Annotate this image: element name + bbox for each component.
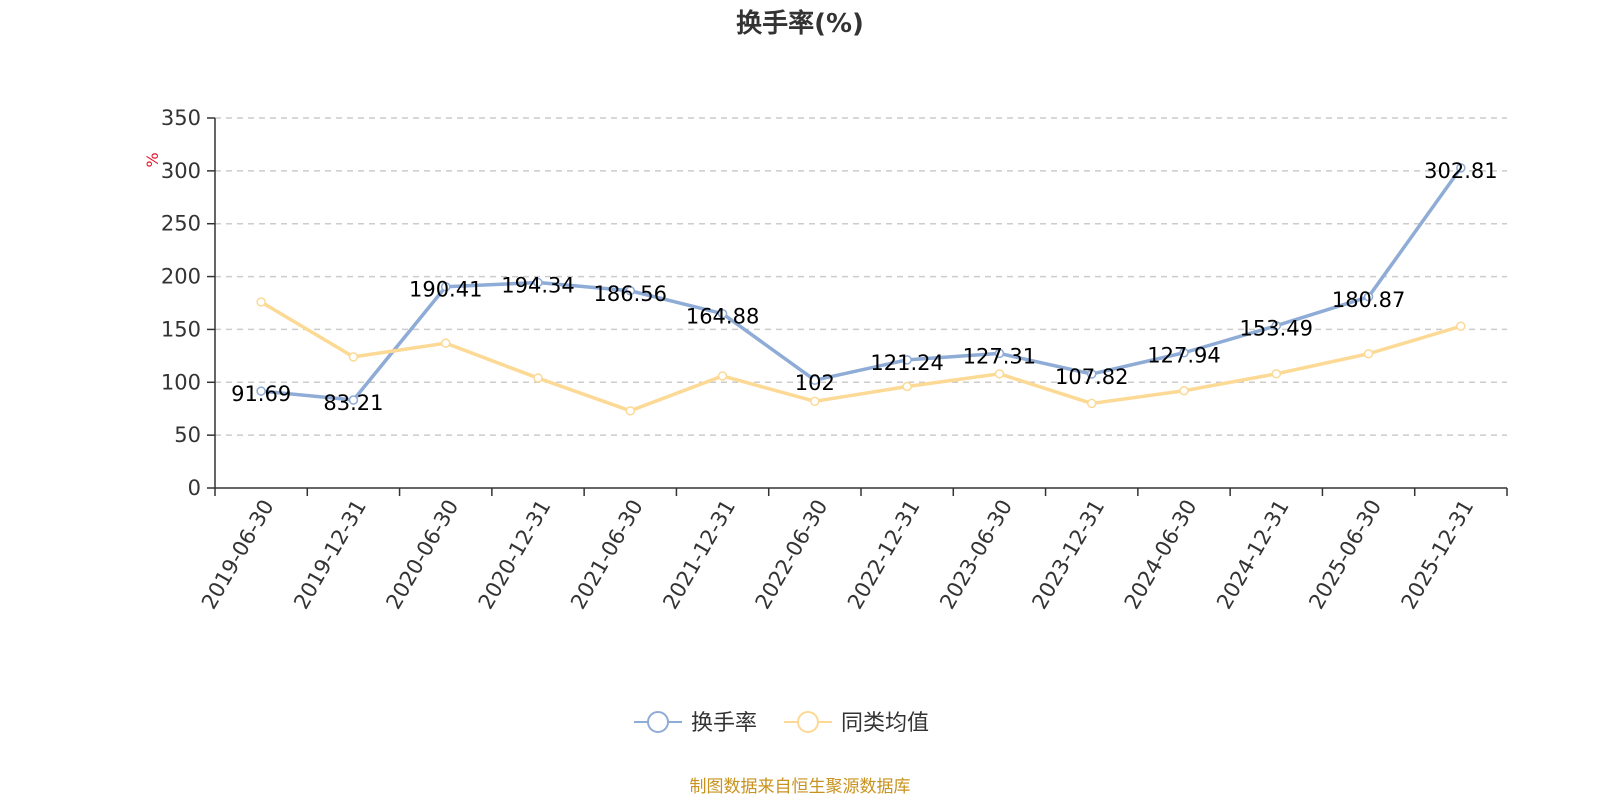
data-labels: 91.69 83.21 190.41 194.34 186.56 164.88 102 121… bbox=[231, 159, 1498, 415]
series-1-point bbox=[902, 355, 912, 365]
series-1-point bbox=[994, 348, 1005, 359]
x-tick-label: 2020-06-30 bbox=[381, 496, 463, 614]
series-2-point bbox=[1456, 321, 1466, 332]
series-2-point bbox=[1179, 385, 1189, 396]
series-2-point bbox=[1086, 398, 1097, 409]
x-tick-label: 2020-12-31 bbox=[474, 496, 556, 614]
x-tick-label: 2023-06-30 bbox=[935, 496, 1017, 614]
x-tick-label: 2024-12-31 bbox=[1212, 496, 1294, 614]
series-1-point bbox=[717, 308, 728, 319]
legend-label: 同类均值 bbox=[841, 711, 929, 736]
data-label: 83.21 bbox=[323, 391, 383, 415]
series-1-point bbox=[533, 277, 543, 288]
x-tick-label: 2025-12-31 bbox=[1397, 496, 1479, 614]
y-tick-label: 300 bbox=[161, 159, 201, 183]
series-2-point bbox=[348, 352, 359, 362]
data-label: 127.31 bbox=[963, 344, 1036, 368]
y-tick-label: 200 bbox=[161, 265, 201, 289]
series-2-point bbox=[440, 338, 451, 348]
x-tick-label: 2019-06-30 bbox=[197, 496, 279, 614]
data-label: 127.94 bbox=[1147, 344, 1220, 368]
legend-item-2[interactable]: 同类均值 bbox=[784, 711, 929, 736]
y-tick-label: 0 bbox=[188, 476, 201, 500]
series-2-point bbox=[625, 406, 636, 416]
series-1-point bbox=[1271, 320, 1282, 331]
data-label: 107.82 bbox=[1055, 365, 1128, 389]
legend-marker bbox=[647, 711, 669, 733]
x-tick-label: 2019-12-31 bbox=[289, 496, 371, 614]
series-2-point bbox=[256, 297, 266, 307]
series-1-point bbox=[440, 281, 451, 292]
data-label: 153.49 bbox=[1240, 317, 1313, 341]
y-tick-label: 50 bbox=[174, 423, 201, 447]
x-tick-label: 2022-06-30 bbox=[751, 496, 833, 614]
x-tick-label: 2023-12-31 bbox=[1027, 496, 1109, 614]
data-label: 302.81 bbox=[1424, 159, 1497, 183]
series-line-2 bbox=[259, 300, 1463, 413]
series-2-point bbox=[994, 369, 1005, 379]
y-axis-unit-label: % bbox=[143, 152, 162, 167]
x-tick-label: 2021-12-31 bbox=[658, 496, 740, 614]
x-tick-label: 2024-06-30 bbox=[1120, 496, 1202, 614]
series-2-point bbox=[902, 381, 912, 392]
data-label: 194.34 bbox=[501, 274, 574, 298]
y-tick-label: 250 bbox=[161, 212, 201, 236]
legend-label: 换手率 bbox=[691, 711, 757, 736]
y-tick-label: 100 bbox=[161, 370, 201, 394]
data-label: 102 bbox=[795, 371, 835, 395]
data-label: 164.88 bbox=[686, 305, 759, 329]
y-tick-label: 150 bbox=[161, 317, 201, 341]
x-tick-label: 2022-12-31 bbox=[843, 496, 925, 614]
data-label: 91.69 bbox=[231, 382, 291, 406]
data-source-note: 制图数据来自恒生聚源数据库 bbox=[690, 777, 911, 797]
gridlines bbox=[215, 117, 1507, 436]
series-1-point bbox=[1086, 369, 1097, 379]
series-1-point bbox=[256, 386, 266, 396]
legend[interactable]: 换手率 同类均值 bbox=[634, 711, 929, 736]
series-1-point bbox=[1363, 292, 1374, 302]
x-tick-label: 2021-06-30 bbox=[566, 496, 648, 614]
series-layer bbox=[256, 163, 1466, 416]
series-line-1 bbox=[259, 166, 1463, 402]
data-label: 186.56 bbox=[594, 282, 667, 306]
series-2-point bbox=[1363, 348, 1374, 359]
series-1-point bbox=[810, 375, 820, 385]
series-2-point bbox=[533, 373, 543, 383]
y-tick-label: 350 bbox=[161, 106, 201, 130]
series-1-point bbox=[348, 395, 359, 405]
series-2-point bbox=[717, 371, 728, 381]
series-2-point bbox=[1271, 369, 1282, 379]
series-1-point bbox=[625, 286, 636, 296]
legend-item-1[interactable]: 换手率 bbox=[634, 711, 757, 736]
x-tick-label: 2025-06-30 bbox=[1304, 496, 1386, 614]
series-2-point bbox=[810, 396, 820, 407]
series-1-point bbox=[1456, 163, 1466, 173]
data-label: 180.87 bbox=[1332, 288, 1405, 312]
chart-title: 换手率(%) bbox=[736, 8, 864, 39]
series-1-point bbox=[1179, 347, 1189, 358]
data-label: 121.24 bbox=[870, 351, 943, 375]
legend-marker bbox=[797, 711, 819, 733]
data-label: 190.41 bbox=[409, 278, 482, 302]
axes: 0 50 100 150 200 250 300 350 2019-06-30 2019-12-3… bbox=[161, 106, 1508, 614]
